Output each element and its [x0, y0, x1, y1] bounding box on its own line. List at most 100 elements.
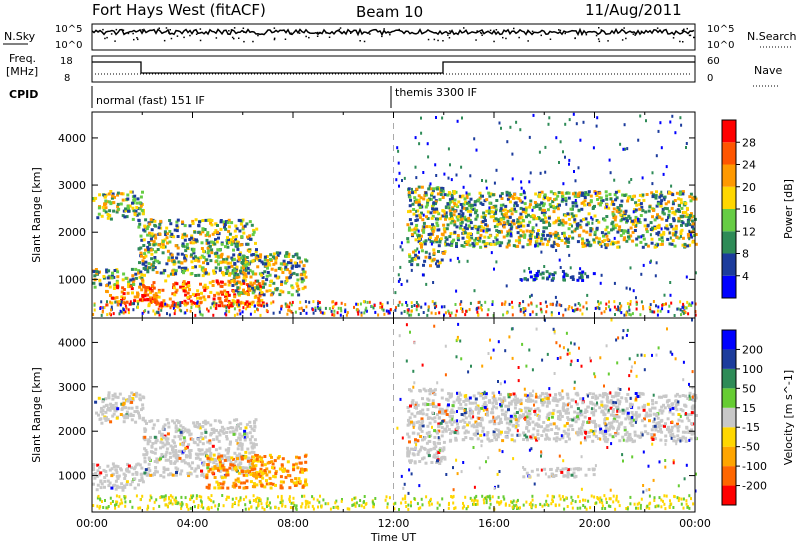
data-cell: [574, 303, 577, 307]
data-cell: [279, 484, 283, 488]
data-cell: [435, 452, 439, 455]
data-cell: [112, 201, 116, 205]
data-cell: [623, 409, 627, 413]
data-cell: [581, 279, 585, 282]
data-cell: [208, 454, 212, 458]
data-cell: [211, 232, 215, 236]
data-cell: [129, 483, 133, 487]
noise-dot: [163, 39, 166, 42]
data-cell: [546, 239, 550, 243]
data-cell: [672, 227, 676, 231]
data-cell: [672, 217, 676, 221]
data-cell: [484, 404, 488, 408]
data-cell: [614, 215, 618, 219]
data-cell: [109, 402, 113, 406]
data-cell: [519, 308, 522, 312]
data-cell: [136, 292, 140, 296]
data-cell: [161, 251, 165, 255]
data-cell: [127, 308, 130, 312]
data-cell: [488, 399, 492, 403]
data-cell: [580, 273, 584, 277]
noise-dot: [531, 30, 534, 33]
data-cell: [527, 213, 530, 217]
data-cell: [578, 271, 582, 275]
data-cell: [138, 479, 142, 482]
data-cell: [486, 410, 490, 414]
data-cell: [531, 310, 534, 314]
data-cell: [466, 423, 470, 427]
data-cell: [558, 393, 562, 397]
data-cell: [137, 269, 141, 273]
data-cell: [214, 266, 218, 270]
data-cell: [129, 278, 133, 282]
data-cell: [442, 440, 446, 444]
data-cell: [680, 223, 683, 227]
data-cell: [586, 275, 590, 279]
data-cell: [295, 282, 299, 286]
data-cell: [218, 296, 222, 300]
data-cell: [232, 277, 236, 281]
data-cell: [581, 239, 585, 243]
data-cell: [540, 190, 544, 194]
data-cell: [513, 207, 516, 211]
data-cell: [464, 218, 468, 222]
data-cell: [219, 227, 223, 231]
noise-dot: [97, 31, 100, 33]
data-cell: [259, 458, 263, 462]
data-cell: [635, 203, 639, 207]
data-cell: [660, 146, 663, 150]
data-cell: [132, 393, 136, 397]
data-cell: [300, 277, 304, 281]
data-cell: [603, 310, 606, 314]
data-cell: [622, 238, 626, 242]
data-cell: [167, 421, 171, 425]
data-cell: [585, 410, 589, 413]
data-cell: [359, 302, 362, 306]
data-cell: [526, 412, 530, 416]
data-cell: [289, 272, 293, 276]
data-cell: [558, 219, 562, 223]
data-cell: [111, 394, 115, 398]
data-cell: [172, 286, 176, 290]
data-cell: [440, 434, 444, 438]
data-cell: [671, 114, 674, 118]
data-cell: [227, 293, 231, 297]
data-cell: [201, 437, 205, 441]
data-cell: [237, 258, 241, 262]
data-cell: [431, 399, 435, 403]
data-cell: [485, 179, 488, 183]
data-cell: [600, 200, 603, 204]
data-cell: [434, 306, 436, 310]
data-cell: [295, 289, 299, 293]
data-cell: [414, 200, 418, 204]
data-cell: [213, 486, 217, 490]
data-cell: [139, 204, 143, 208]
data-cell: [622, 229, 626, 233]
data-cell: [441, 187, 445, 190]
data-cell: [443, 457, 447, 461]
data-cell: [427, 454, 431, 458]
data-cell: [394, 291, 397, 295]
data-cell: [258, 293, 262, 297]
data-cell: [196, 456, 200, 460]
data-cell: [96, 463, 100, 467]
data-cell: [135, 463, 139, 467]
data-cell: [564, 403, 568, 407]
data-cell: [183, 449, 186, 453]
data-cell: [406, 448, 410, 452]
data-cell: [143, 273, 146, 277]
data-cell: [429, 197, 433, 201]
data-cell: [295, 253, 299, 257]
data-cell: [134, 394, 138, 398]
data-cell: [456, 431, 460, 435]
data-cell: [131, 206, 135, 210]
data-cell: [209, 431, 213, 435]
data-cell: [167, 256, 171, 260]
data-cell: [249, 260, 253, 264]
data-cell: [441, 251, 445, 255]
data-cell: [680, 438, 684, 442]
data-cell: [155, 302, 158, 306]
data-cell: [261, 271, 265, 275]
data-cell: [179, 304, 182, 308]
data-cell: [441, 430, 445, 434]
